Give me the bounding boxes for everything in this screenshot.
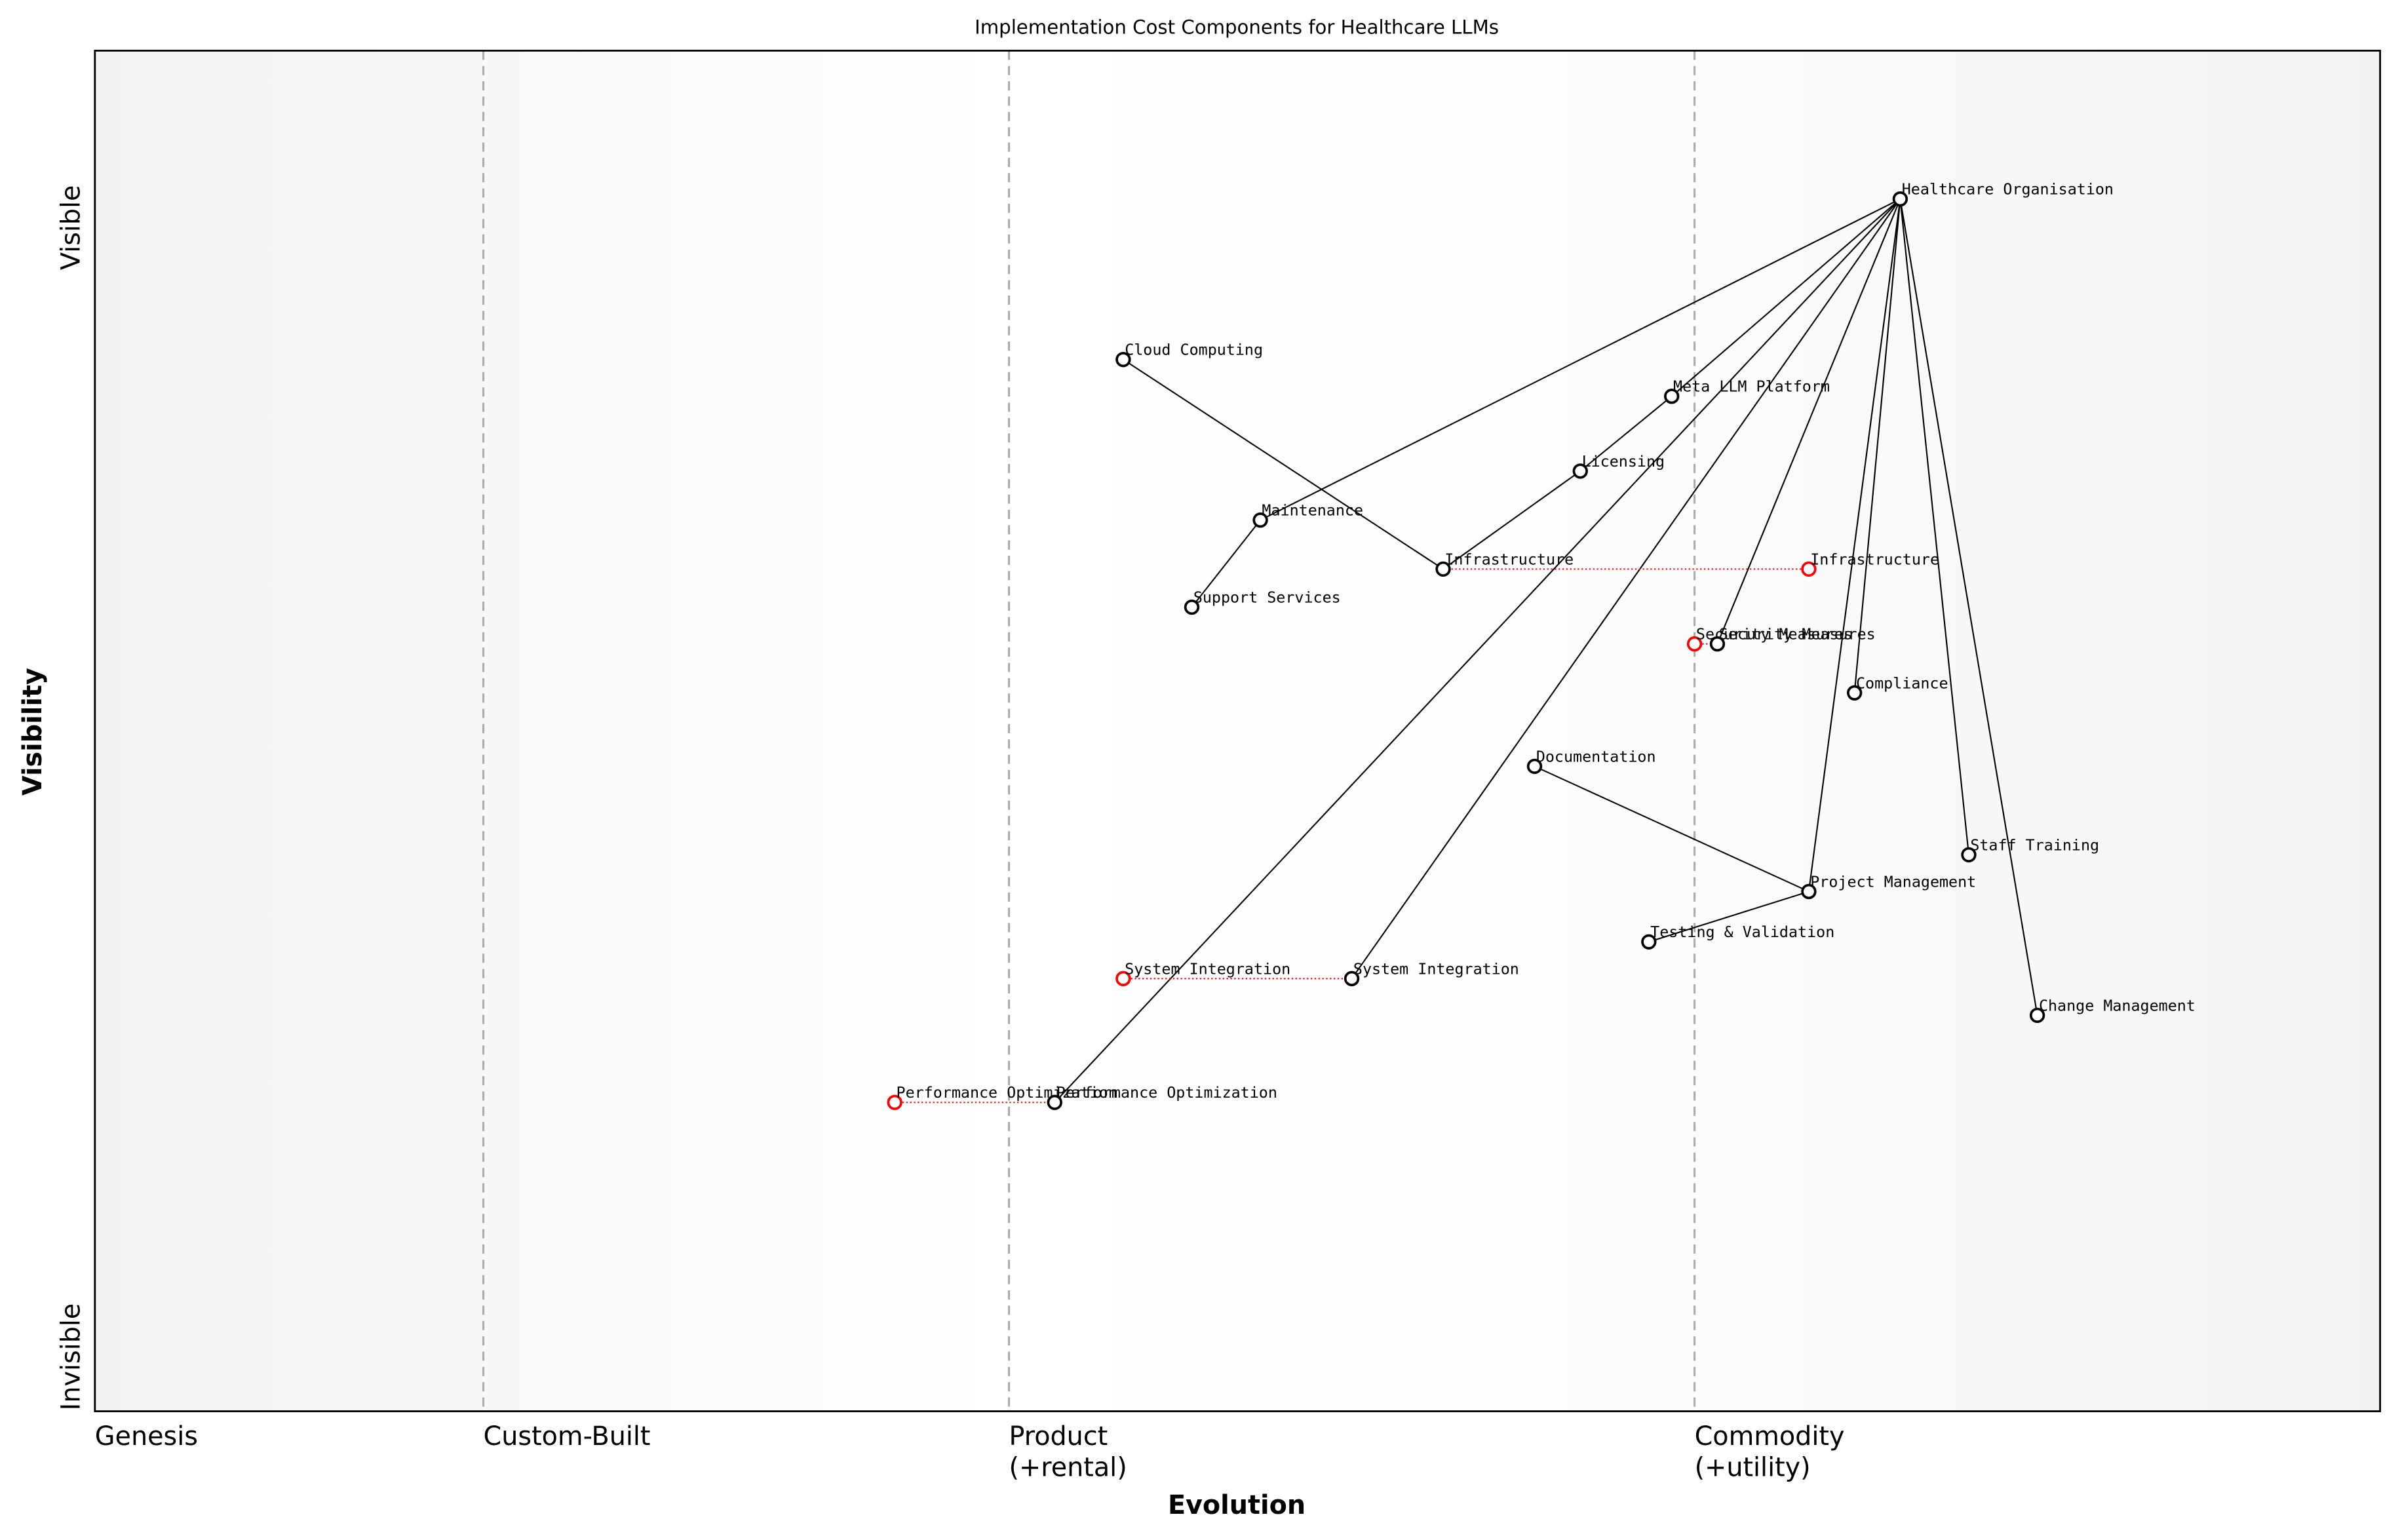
component-label: Testing & Validation: [1650, 923, 1834, 941]
link: [1899, 199, 2038, 1016]
link: [1579, 395, 1673, 472]
component-label: Staff Training: [1970, 836, 2099, 854]
plot-frame: [94, 49, 2382, 1412]
component: [887, 1094, 902, 1110]
link: [1260, 198, 1901, 521]
link: [1716, 199, 1901, 644]
component: [1801, 883, 1817, 900]
component-label: Healthcare Organisation: [1902, 180, 2114, 199]
component: [2029, 1007, 2045, 1024]
y-tick-label: Visible: [56, 185, 86, 270]
component: [1892, 191, 1908, 207]
link: [1808, 199, 1901, 892]
stage-lines: [482, 50, 1696, 1412]
x-axis-title: Evolution: [1168, 1490, 1306, 1520]
component-label: Meta LLM Platform: [1673, 377, 1830, 396]
component-label: Change Management: [2039, 996, 2196, 1014]
component-label: Compliance: [1856, 674, 1948, 692]
component-label: System Integration: [1353, 959, 1519, 978]
component-label: Support Services: [1193, 588, 1341, 607]
component-label: Infrastructure: [1444, 550, 1574, 568]
component-label: System Integration: [1125, 959, 1290, 978]
component: [1709, 636, 1726, 652]
component: [1801, 561, 1817, 577]
nodes: Healthcare Organisation Cloud Computing Me…: [887, 180, 2196, 1110]
x-tick-label: Commodity (+utility): [1695, 1421, 1845, 1483]
component: [1686, 636, 1703, 652]
component: [1115, 971, 1131, 986]
component: [1664, 389, 1680, 404]
plot-background: [94, 50, 2380, 1412]
component: [1572, 463, 1588, 479]
component-label: Documentation: [1536, 747, 1656, 765]
link: [1534, 765, 1810, 893]
component-label: Performance Optimization: [1056, 1083, 1277, 1102]
x-tick-label: Custom-Built: [484, 1421, 651, 1452]
component: [1435, 561, 1451, 577]
component-label: Cloud Computing: [1125, 341, 1263, 359]
component-label: Performance Optimization: [897, 1083, 1117, 1102]
y-axis-title: Visibility: [18, 668, 48, 796]
x-tick-label: Genesis: [95, 1421, 198, 1452]
component: [1641, 934, 1657, 950]
component: [1115, 351, 1131, 368]
link: [1123, 358, 1444, 570]
component-label: Maintenance: [1262, 501, 1363, 520]
chart-title: Implementation Cost Components for Healt…: [975, 16, 1499, 39]
component: [1961, 847, 1977, 863]
component: [1344, 971, 1360, 986]
link: [1442, 471, 1581, 570]
link: [1648, 891, 1810, 943]
component: [1846, 685, 1863, 701]
x-tick-label: Product (+rental): [1009, 1421, 1127, 1483]
link: [1853, 199, 1901, 693]
link: [1054, 198, 1901, 1103]
component-label: Infrastructure: [1810, 550, 1939, 568]
component: [1526, 758, 1543, 775]
component: [1252, 512, 1268, 528]
link: [1671, 198, 1901, 397]
link: [1191, 519, 1261, 608]
links: [895, 198, 2038, 1104]
y-tick-label: Invisible: [56, 1303, 86, 1411]
component-label: Licensing: [1582, 452, 1665, 471]
component: [1047, 1094, 1062, 1110]
component-label: Security Measures: [1719, 625, 1876, 644]
component: [1184, 599, 1200, 615]
link: [1351, 199, 1901, 979]
link: [1899, 199, 1970, 855]
component-label: Project Management: [1810, 872, 1976, 891]
